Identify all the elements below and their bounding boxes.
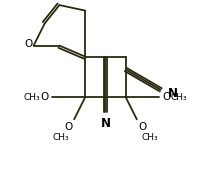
Text: CH₃: CH₃ [53,133,69,142]
Text: O: O [138,122,147,132]
Text: N: N [168,87,178,100]
Text: N: N [101,117,111,131]
Text: CH₃: CH₃ [24,93,40,102]
Text: O: O [162,92,170,102]
Text: CH₃: CH₃ [141,133,158,142]
Text: O: O [65,122,73,132]
Text: CH₃: CH₃ [171,93,187,102]
Text: O: O [41,92,49,102]
Text: O: O [24,39,32,49]
